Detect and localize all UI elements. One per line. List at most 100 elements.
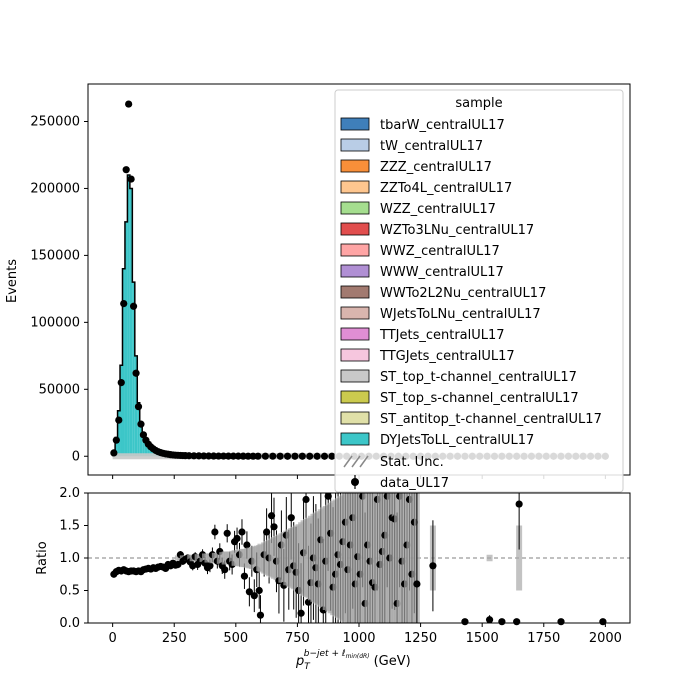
ratio-point <box>413 580 421 588</box>
legend-frame <box>334 89 624 493</box>
legend-entry-label: WWW_centralUL17 <box>380 265 504 280</box>
ratio-point <box>263 528 271 536</box>
legend-swatch <box>340 411 370 425</box>
dy-bar <box>127 175 130 457</box>
x-label-sub: T <box>304 662 311 672</box>
legend-entry-label: WZTo3LNu_centralUL17 <box>380 223 534 238</box>
data-point <box>276 452 284 460</box>
ratio-point <box>297 609 305 617</box>
legend-swatch <box>340 390 370 404</box>
dy-bar <box>149 448 153 457</box>
ratio-point <box>461 618 469 626</box>
ratio-point <box>256 611 265 619</box>
data-label: data_UL17 <box>380 476 449 491</box>
legend-entry-label: TTGJets_centralUL17 <box>379 349 515 364</box>
legend-swatch <box>340 264 370 278</box>
data-point <box>134 403 143 411</box>
data-point <box>239 452 247 460</box>
data-point <box>234 452 242 460</box>
ratio-unc-band <box>516 525 523 591</box>
data-point <box>125 100 133 108</box>
data-point <box>254 452 262 460</box>
main-y-tick-label: 250000 <box>30 114 80 129</box>
ratio-point <box>429 562 437 570</box>
data-point <box>283 452 292 460</box>
ratio-point <box>243 541 251 549</box>
stat-unc-hatch <box>351 455 361 468</box>
data-point <box>120 300 128 308</box>
legend-entry-label: tW_centralUL17 <box>380 139 483 154</box>
main-y-axis-label: Events <box>5 259 20 303</box>
stat-unc-hatch <box>359 455 369 468</box>
ratio-point <box>515 500 523 508</box>
ratio-x-tick-label: 0 <box>108 631 116 646</box>
legend-swatch <box>340 285 370 299</box>
dy-bar <box>120 365 123 457</box>
data-point <box>249 452 257 460</box>
dy-bar <box>117 410 121 457</box>
data-marker <box>351 478 359 486</box>
ratio-x-tick-label: 1250 <box>404 631 437 646</box>
ratio-x-ticks: 0 250 500 750 1000 1250 1500 1750 2000 <box>108 623 622 646</box>
ratio-y-ticks: 0.0 0.5 1.0 1.5 2.0 <box>59 486 88 631</box>
dy-bar <box>139 422 143 457</box>
dy-bar <box>142 434 145 457</box>
x-label-unit: (GeV) <box>374 654 411 669</box>
data-point <box>115 416 123 424</box>
data-point <box>313 452 321 460</box>
ratio-point <box>287 514 295 522</box>
ratio-points <box>110 492 607 626</box>
legend-entry-label: WWZ_centralUL17 <box>380 244 500 259</box>
legend-swatch <box>340 180 370 194</box>
ratio-unc-band <box>257 543 264 573</box>
main-y-tick-label: 200000 <box>30 181 80 196</box>
legend-swatch <box>340 117 370 131</box>
legend-swatch <box>340 348 370 362</box>
dy-bar <box>129 188 133 457</box>
legend-entry-label: DYJetsToLL_centralUL17 <box>380 433 534 448</box>
legend-entry-label: ST_antitop_t-channel_centralUL17 <box>380 412 602 427</box>
legend: sample tbarW_centralUL17 tW_centralUL17 ZZ… <box>334 89 624 493</box>
ratio-x-tick-label: 1750 <box>527 631 560 646</box>
main-y-tick-label: 150000 <box>30 248 80 263</box>
ratio-point <box>498 618 506 626</box>
legend-swatch <box>340 306 370 320</box>
dy-bar <box>115 437 118 457</box>
ratio-point <box>223 529 231 537</box>
ratio-point <box>485 616 494 624</box>
legend-entry-label: ZZTo4L_centralUL17 <box>380 181 512 196</box>
ratio-unc-band <box>486 554 493 562</box>
legend-entry-label: tbarW_centralUL17 <box>380 118 505 133</box>
ratio-x-tick-label: 500 <box>223 631 248 646</box>
dy-bar <box>124 221 128 457</box>
ratio-y-tick-label: 1.0 <box>59 551 80 566</box>
ratio-x-tick-label: 1500 <box>466 631 499 646</box>
x-label-sup: b−jet + ℓ <box>304 649 346 659</box>
ratio-point <box>557 618 565 626</box>
data-point <box>139 431 148 439</box>
legend-entry-label: ST_top_t-channel_centralUL17 <box>380 370 577 385</box>
data-point <box>306 452 314 460</box>
ratio-point <box>302 495 310 504</box>
ratio-point <box>211 528 219 536</box>
x-label-main: p <box>295 654 304 669</box>
main-y-tick-label: 100000 <box>30 315 80 330</box>
ratio-point <box>240 572 249 580</box>
legend-swatch <box>340 369 370 383</box>
data-point <box>261 452 269 460</box>
data-point <box>291 452 299 460</box>
dy-bar <box>147 445 150 457</box>
ratio-y-axis-label: Ratio <box>35 541 50 574</box>
data-point <box>229 452 237 460</box>
dy-bar <box>137 402 140 457</box>
data-point <box>122 166 130 174</box>
legend-swatch <box>340 159 370 173</box>
ratio-point <box>206 562 214 570</box>
legend-entry-label: ZZZ_centralUL17 <box>380 160 492 175</box>
main-y-ticks: 0 50000 100000 150000 200000 250000 <box>30 114 88 464</box>
legend-entry-label: WWTo2L2Nu_centralUL17 <box>380 286 546 301</box>
ratio-y-tick-label: 0.0 <box>59 616 80 631</box>
legend-swatch <box>340 327 370 341</box>
data-point <box>269 452 277 460</box>
